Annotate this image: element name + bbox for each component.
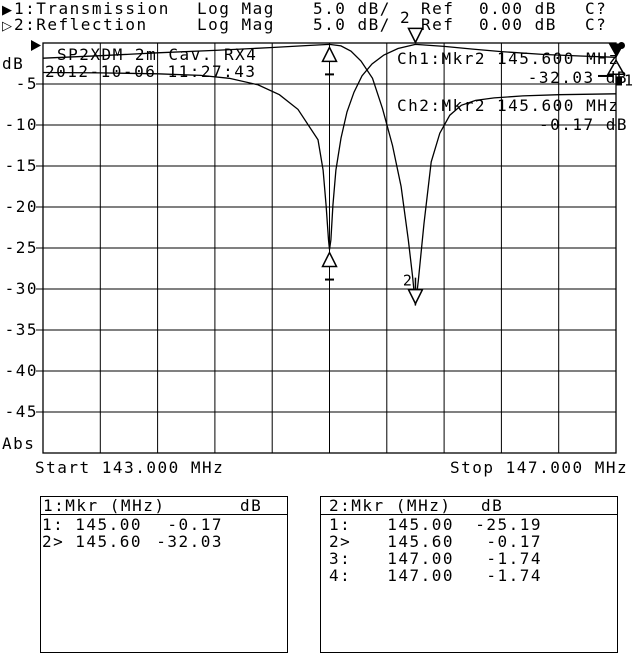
marker-row-label: 2>	[42, 532, 65, 551]
marker-row-label: 2>	[329, 532, 352, 551]
trace2-cal-status: C?	[585, 15, 608, 34]
trace-transmission	[42, 43, 617, 306]
reference-level-indicator-icon	[31, 40, 41, 51]
marker-table-2-header-separator	[320, 514, 617, 515]
y-tick-label: -30	[4, 279, 38, 298]
marker-row-freq: 145.00	[387, 515, 454, 534]
y-tick-label: -20	[4, 197, 38, 216]
trace-curves	[42, 43, 617, 306]
trace2-label: 2:Reflection	[14, 15, 148, 34]
marker-row-label: 4:	[329, 566, 352, 585]
marker-row-label: 3:	[329, 549, 352, 568]
trace1-scale: 5.0 dB/	[313, 0, 391, 18]
marker-table-1-unit: dB	[240, 496, 263, 515]
y-tick-label: -5	[15, 74, 38, 93]
trace2-scale: 5.0 dB/	[313, 15, 391, 34]
svg-text:2: 2	[403, 272, 412, 290]
marker-table-1-header-separator	[40, 514, 287, 515]
marker-row-value: -1.74	[486, 549, 542, 568]
marker-row-value: -0.17	[167, 515, 223, 534]
y-tick-label: -45	[4, 402, 38, 421]
marker2-flag-label: 2	[400, 8, 412, 27]
graph-title: SP2XDM 2m Cav. RX4	[57, 45, 258, 64]
trace1-format: Log Mag	[197, 0, 275, 18]
marker-row-value: -32.03	[156, 532, 223, 551]
ch1-marker-readout-freq: 145.600 MHz	[497, 49, 620, 68]
y-tick-label: -35	[4, 320, 38, 339]
trace1-label: 1:Transmission	[14, 0, 170, 18]
marker-row-freq: 145.00	[75, 515, 142, 534]
trace2-format: Log Mag	[197, 15, 275, 34]
marker-row-freq: 145.60	[75, 532, 142, 551]
y-tick-label: -40	[4, 361, 38, 380]
marker-row-value: -25.19	[475, 515, 542, 534]
graph-timestamp: 2012-10-06 11:27:43	[45, 62, 257, 81]
y-axis-unit: dB	[2, 54, 25, 73]
trace1-ref-label: Ref	[421, 0, 455, 18]
trace-reflection	[42, 43, 617, 250]
marker-table-2	[320, 496, 618, 653]
trace2-ref-value: 0.00 dB	[479, 15, 557, 34]
ch2-marker-readout-channel: Ch2:Mkr2	[397, 96, 487, 115]
marker-row-value: -0.17	[486, 532, 542, 551]
marker-row-freq: 147.00	[387, 566, 454, 585]
marker-table-2-header: 2:Mkr (MHz)	[329, 496, 452, 515]
ch2-marker-readout-freq: 145.600 MHz	[497, 96, 620, 115]
marker-table-1	[40, 496, 288, 653]
measurement-plot: 21	[31, 27, 633, 454]
marker-row-value: -1.74	[486, 566, 542, 585]
y-axis-bottom-label: Abs	[2, 434, 36, 453]
ch1-marker-readout-channel: Ch1:Mkr2	[397, 49, 487, 68]
svg-text:1: 1	[624, 71, 633, 89]
sweep-start-label: Start 143.000 MHz	[35, 458, 225, 477]
trace1-active-arrow-icon: ▶	[2, 3, 12, 18]
y-tick-label: -15	[4, 156, 38, 175]
y-tick-label: -10	[4, 115, 38, 134]
marker-table-2-unit: dB	[481, 496, 504, 515]
trace-markers: 21	[321, 27, 633, 306]
marker-row-label: 1:	[42, 515, 65, 534]
trace2-inactive-arrow-icon: ▷	[2, 19, 12, 34]
ch1-marker-readout-value: -32.03 dB	[527, 68, 628, 87]
trace2-ref-label: Ref	[421, 15, 455, 34]
trace1-cal-status: C?	[585, 0, 608, 18]
marker-row-label: 1:	[329, 515, 352, 534]
ch2-marker-readout-value: -0.17 dB	[538, 115, 628, 134]
marker-row-freq: 145.60	[387, 532, 454, 551]
marker-table-1-header: 1:Mkr (MHz)	[43, 496, 166, 515]
marker-row-freq: 147.00	[387, 549, 454, 568]
y-tick-label: -25	[4, 238, 38, 257]
trace1-ref-value: 0.00 dB	[479, 0, 557, 18]
sweep-stop-label: Stop 147.000 MHz	[450, 458, 629, 477]
